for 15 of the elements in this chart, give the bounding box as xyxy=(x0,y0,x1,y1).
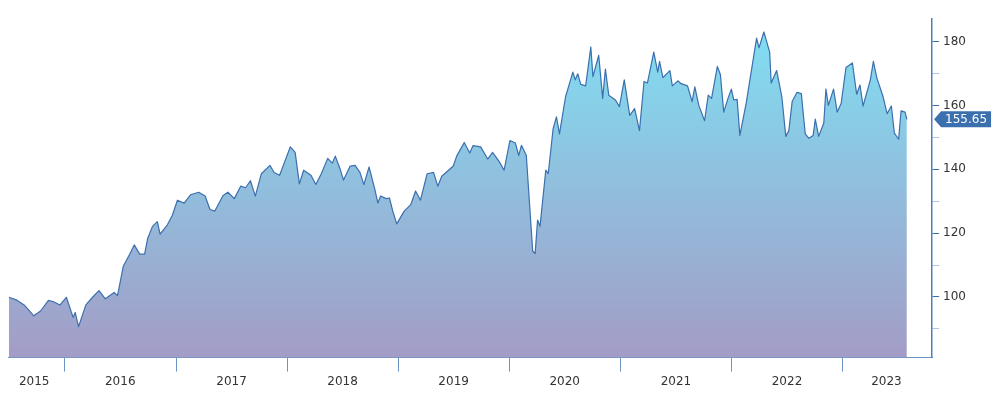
y-tick-label: 160 xyxy=(943,97,966,112)
y-tick-label: 100 xyxy=(943,289,966,304)
y-tick-label: 140 xyxy=(943,161,966,176)
x-tick-label: 2015 xyxy=(18,373,50,388)
x-tick-label: 2019 xyxy=(438,373,469,388)
x-tick-label: 2020 xyxy=(549,373,580,388)
text: 155.65 xyxy=(945,112,988,127)
x-tick-label: 2016 xyxy=(104,373,136,388)
x-tick-label: 2021 xyxy=(660,373,692,388)
x-tick-label: 2023 xyxy=(871,373,902,388)
y-tick-label: 120 xyxy=(943,225,966,240)
x-tick-label: 2017 xyxy=(216,373,247,388)
x-tick-label: 2022 xyxy=(771,373,803,388)
x-tick-label: 2018 xyxy=(327,373,358,388)
y-tick-label: 180 xyxy=(943,33,966,48)
